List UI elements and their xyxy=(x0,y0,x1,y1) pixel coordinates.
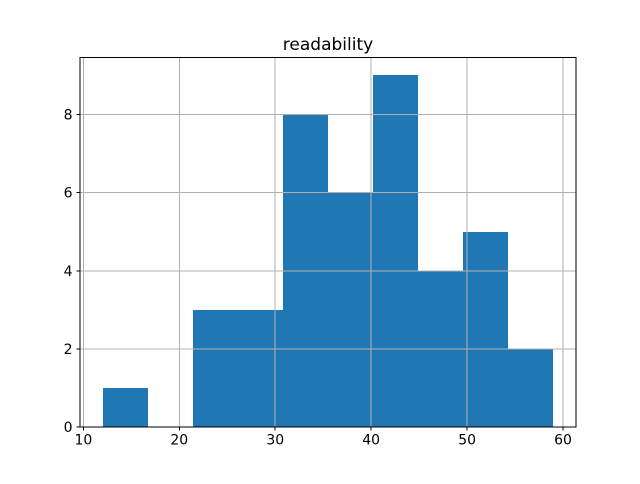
axes-layer xyxy=(79,57,577,428)
chart-title: readability xyxy=(283,35,373,55)
x-tick-label: 10 xyxy=(74,433,92,449)
histogram-bar xyxy=(373,75,418,427)
histogram-bar xyxy=(328,193,373,427)
x-tick-label: 30 xyxy=(266,433,284,449)
histogram-bar xyxy=(193,310,238,427)
histogram-bar xyxy=(238,310,283,427)
histogram-bar xyxy=(463,232,508,427)
x-tick-label: 60 xyxy=(554,433,572,449)
bars-layer xyxy=(103,75,553,427)
x-tick-label: 40 xyxy=(362,433,380,449)
y-tick-label: 2 xyxy=(64,342,73,358)
x-tick-label: 50 xyxy=(458,433,476,449)
histogram-bar xyxy=(103,388,148,427)
y-tick-label: 6 xyxy=(64,186,73,202)
y-tick-label: 8 xyxy=(64,107,73,123)
x-tick-label: 20 xyxy=(170,433,188,449)
grid-layer xyxy=(80,57,576,428)
histogram-bar xyxy=(508,349,553,427)
y-tick-label: 0 xyxy=(64,420,73,436)
tick-layer xyxy=(76,113,564,431)
axes-border xyxy=(79,57,577,428)
y-tick-label: 4 xyxy=(64,264,73,280)
label-layer: 10 20 30 40 50 60 0 2 4 6 8 xyxy=(64,107,572,448)
